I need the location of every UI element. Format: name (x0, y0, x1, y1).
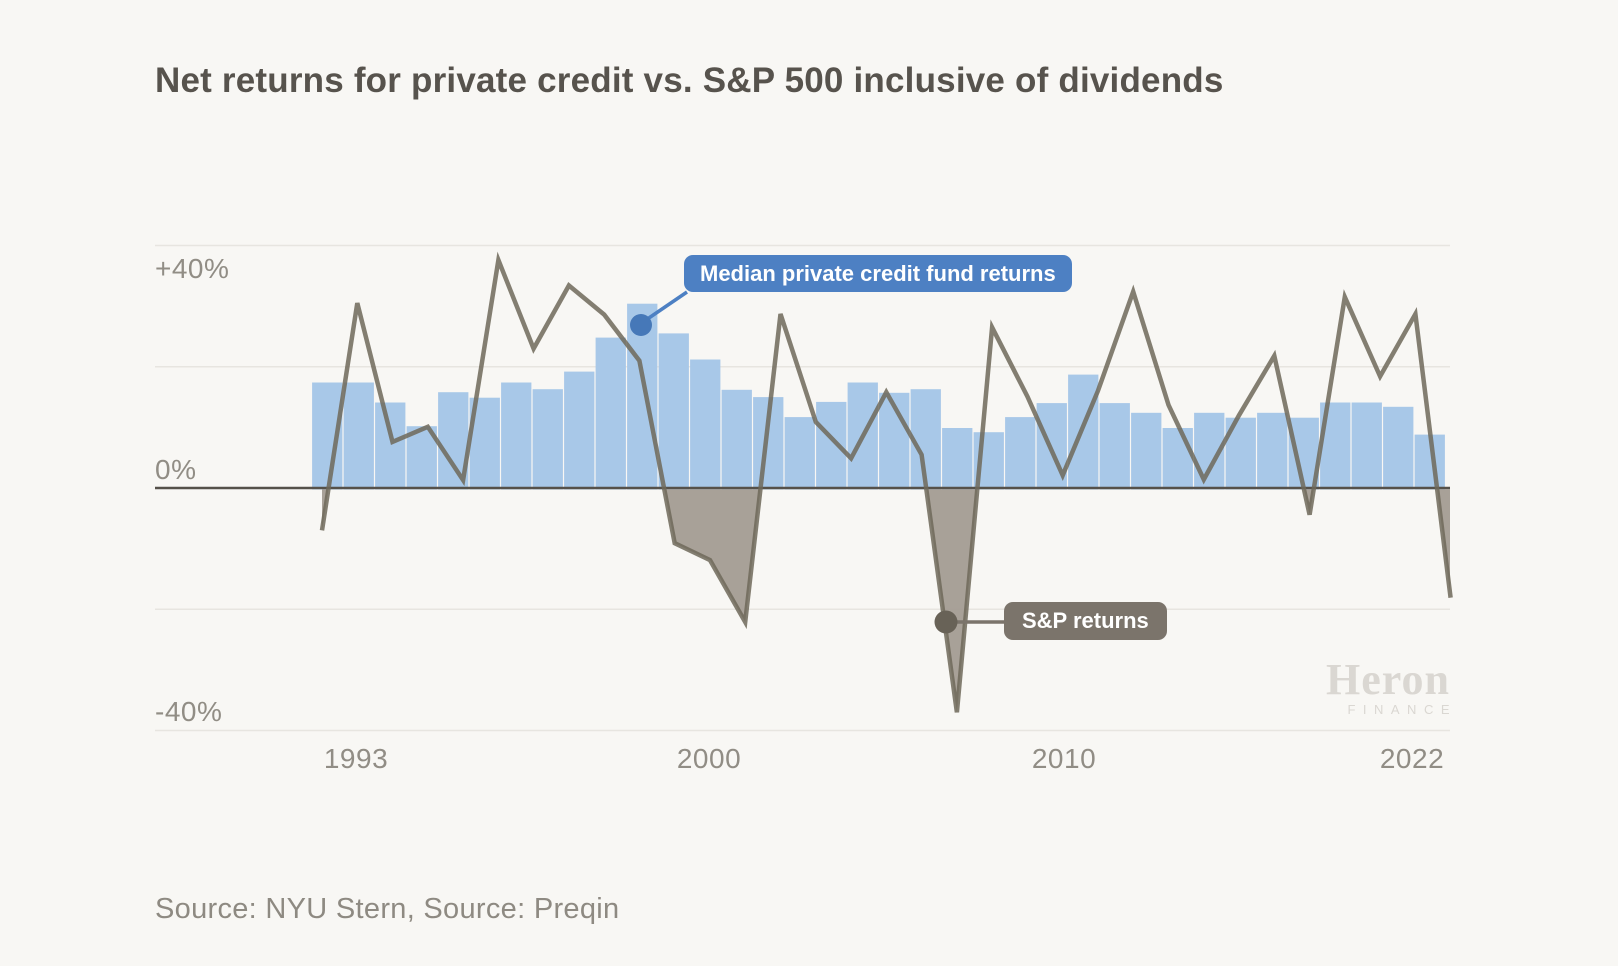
median-private-credit-callout: Median private credit fund returns (684, 255, 1072, 292)
private-credit-bar (1162, 428, 1193, 490)
private-credit-bar (532, 389, 563, 490)
private-credit-bar (690, 359, 721, 490)
heron-finance-logo: Heron FINANCE (1326, 655, 1450, 718)
y-axis-tick-zero: 0% (155, 454, 197, 485)
private-credit-bar (564, 371, 595, 490)
logo-brand-subtext: FINANCE (1347, 702, 1457, 717)
private-credit-bar (343, 382, 374, 490)
y-axis-tick-minus40: -40% (155, 696, 223, 727)
y-axis-tick-plus40: +40% (155, 253, 230, 284)
private-credit-bar (658, 333, 689, 490)
private-credit-bar (1257, 412, 1288, 490)
private-credit-bar (1068, 374, 1099, 490)
private-credit-bar (501, 382, 532, 490)
x-axis-tick-2000: 2000 (676, 743, 742, 774)
median-callout-connector (642, 290, 688, 324)
private-credit-bar (1131, 412, 1162, 490)
private-credit-bar (1351, 402, 1382, 490)
private-credit-bar (784, 417, 815, 490)
private-credit-bar (375, 402, 406, 490)
private-credit-bar (942, 428, 973, 490)
sp-callout-dot (934, 610, 958, 634)
private-credit-bar (1099, 403, 1130, 490)
logo-brand-text: Heron (1326, 655, 1450, 704)
sp-line (319, 251, 1453, 713)
page-title: Net returns for private credit vs. S&P 5… (155, 61, 1224, 100)
private-credit-bar (1383, 406, 1414, 490)
private-credit-bar (1005, 417, 1036, 490)
private-credit-bar (595, 337, 626, 490)
median-callout-dot (630, 314, 652, 336)
source-note: Source: NYU Stern, Source: Preqin (155, 893, 620, 925)
x-axis-tick-2022: 2022 (1379, 743, 1445, 774)
private-credit-bar (721, 389, 752, 490)
sp-returns-callout: S&P returns (1004, 602, 1167, 640)
x-axis-tick-2010: 2010 (1031, 743, 1097, 774)
x-axis-tick-1993: 1993 (323, 743, 389, 774)
